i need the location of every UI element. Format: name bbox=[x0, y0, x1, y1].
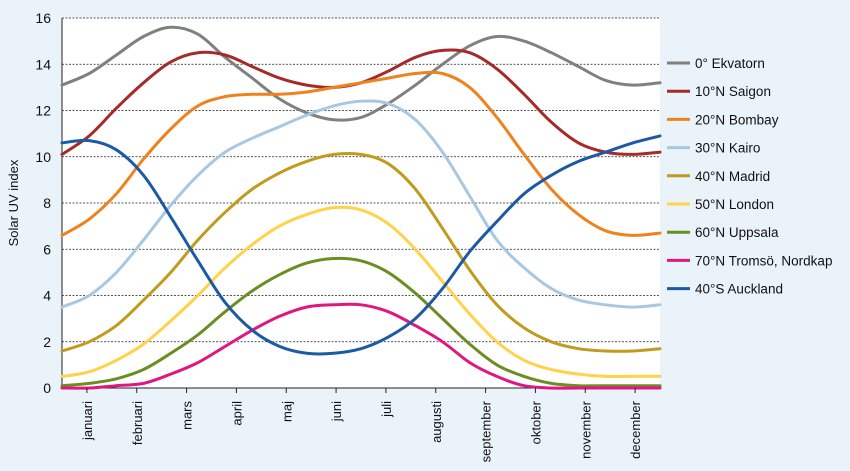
series-line bbox=[60, 25, 662, 122]
x-tick-label: oktober bbox=[528, 400, 543, 444]
x-tick-label: augusti bbox=[429, 401, 444, 443]
x-tick-labels: januari februari mars april maj juni juli augus… bbox=[80, 388, 643, 462]
legend-label: 0° Ekvatorn bbox=[695, 56, 765, 71]
series-lines bbox=[60, 25, 662, 390]
legend-label: 40°N Madrid bbox=[695, 169, 770, 184]
series-line bbox=[60, 205, 662, 379]
legend-label: 30°N Kairo bbox=[695, 141, 760, 156]
y-tick-labels: 0 2 4 6 8 10 12 14 16 bbox=[35, 10, 51, 396]
y-tick-label: 16 bbox=[35, 10, 51, 26]
x-tick-label: juli bbox=[379, 401, 394, 418]
series-line bbox=[60, 99, 662, 309]
legend-label: 50°N London bbox=[695, 197, 774, 212]
y-tick-label: 0 bbox=[43, 380, 51, 396]
legend-label: 20°N Bombay bbox=[695, 112, 779, 127]
series-line bbox=[60, 256, 662, 388]
legend-label: 60°N Uppsala bbox=[695, 225, 779, 240]
y-tick-label: 14 bbox=[35, 56, 51, 72]
x-tick-label: december bbox=[628, 400, 643, 458]
series-line bbox=[60, 151, 662, 353]
series-line bbox=[60, 134, 662, 356]
x-tick-label: mars bbox=[180, 401, 195, 430]
y-tick-label: 6 bbox=[43, 241, 51, 257]
legend: 0° Ekvatorn 10°N Saigon 20°N Bombay 30°N Ka… bbox=[667, 56, 832, 297]
x-tick-label: maj bbox=[279, 401, 294, 422]
y-tick-label: 10 bbox=[35, 149, 51, 165]
legend-label: 40°S Auckland bbox=[695, 282, 783, 297]
series-line bbox=[60, 302, 662, 390]
y-tick-label: 12 bbox=[35, 103, 51, 119]
y-axis-label: Solar UV index bbox=[6, 159, 21, 246]
x-tick-label: november bbox=[578, 400, 593, 458]
y-tick-label: 4 bbox=[43, 288, 51, 304]
x-tick-label: september bbox=[479, 400, 494, 462]
x-tick-label: juni bbox=[329, 401, 344, 422]
legend-label: 70°N Tromsö, Nordkap bbox=[695, 253, 832, 268]
x-tick-label: januari bbox=[80, 401, 95, 441]
y-tick-label: 8 bbox=[43, 195, 51, 211]
x-tick-label: februari bbox=[130, 401, 145, 445]
series-line bbox=[60, 70, 662, 237]
y-tick-label: 2 bbox=[43, 334, 51, 350]
legend-label: 10°N Saigon bbox=[695, 84, 771, 99]
x-tick-label: april bbox=[229, 401, 244, 426]
